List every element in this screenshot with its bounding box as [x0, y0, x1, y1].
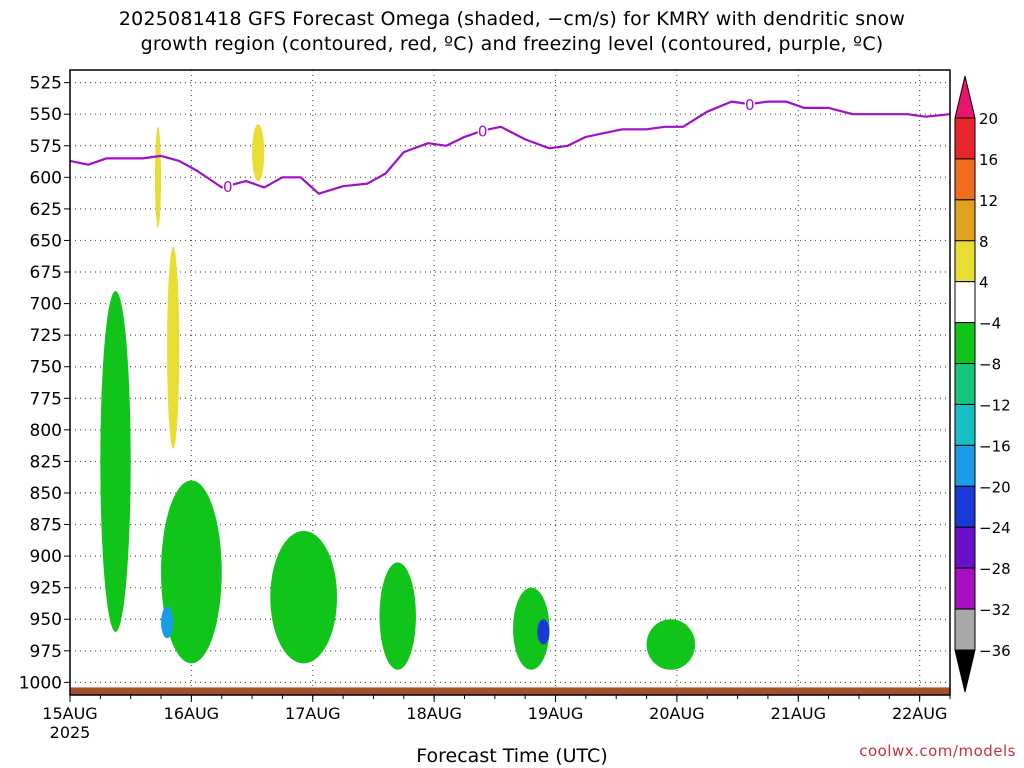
- y-axis: 525 550 575 600 625 650 675 700 725 750 775 800 825 8…: [19, 74, 70, 693]
- y-tick-label: 900: [30, 547, 62, 567]
- y-tick-label: 750: [30, 358, 62, 378]
- colorbar-swatch: [954, 444, 976, 487]
- colorbar-label: −28: [979, 560, 1011, 578]
- colorbar-swatch: [954, 322, 976, 365]
- colorbar-swatch: [954, 199, 976, 242]
- omega-region--20: [537, 619, 550, 645]
- contour-label-bg: [744, 96, 755, 113]
- omega-region--4: [161, 480, 222, 664]
- omega-region--16: [161, 606, 174, 639]
- y-tick-label: 650: [30, 231, 62, 251]
- omega-region-4: [252, 124, 265, 182]
- y-tick-label: 775: [30, 389, 62, 409]
- x-tick-sublabel: 2025: [50, 723, 91, 742]
- omega-region--4: [100, 290, 131, 632]
- omega-region--4: [513, 587, 550, 670]
- contour-label-bg: [477, 122, 488, 139]
- y-tick-label: 625: [30, 200, 62, 220]
- colorbar-swatch: [954, 485, 976, 528]
- colorbar-swatch: [954, 117, 976, 160]
- colorbar-swatch: [954, 567, 976, 610]
- y-tick-label: 525: [30, 74, 62, 94]
- colorbar-swatch: [954, 526, 976, 569]
- chart-title-line-1: 2025081418 GFS Forecast Omega (shaded, −…: [118, 8, 906, 30]
- colorbar-label: −4: [979, 315, 1001, 333]
- y-tick-label: 575: [30, 137, 62, 157]
- y-tick-label: 875: [30, 516, 62, 536]
- x-tick-label: 20AUG: [649, 704, 704, 723]
- colorbar-label: 8: [979, 233, 989, 251]
- colorbar-label: −16: [979, 437, 1011, 455]
- freezing-level-line: [70, 100, 950, 195]
- plot-frame: [69, 69, 951, 696]
- contour-label: 0: [223, 178, 233, 196]
- colorbar-bottom-arrow: [954, 649, 976, 693]
- x-tick-label: 21AUG: [771, 704, 826, 723]
- omega-shading: [100, 124, 696, 670]
- x-tick-label: 19AUG: [528, 704, 583, 723]
- terrain-fill: [70, 687, 950, 695]
- chart-title-line-2: growth region (contoured, red, ºC) and f…: [140, 33, 884, 55]
- y-tick-label: 975: [30, 642, 62, 662]
- colorbar-swatch: [954, 281, 976, 324]
- contour-label-bg: [222, 177, 233, 194]
- y-tick-label: 850: [30, 484, 62, 504]
- colorbar-label: −24: [979, 519, 1011, 537]
- colorbar: 20 16 12 8 4 −4 −8 −12 −16 −20 −24 −28 −32 −36: [954, 75, 1011, 693]
- omega-region--4: [646, 619, 696, 670]
- colorbar-swatch: [954, 608, 976, 651]
- omega-region--4: [270, 530, 338, 664]
- y-tick-label: 950: [30, 610, 62, 630]
- y-tick-label: 925: [30, 579, 62, 599]
- y-tick-label: 725: [30, 326, 62, 346]
- omega-region-4: [154, 126, 162, 228]
- colorbar-label: −32: [979, 601, 1011, 619]
- credit-text[interactable]: coolwx.com/models: [859, 742, 1016, 760]
- colorbar-swatch: [954, 363, 976, 405]
- colorbar-swatch: [954, 240, 976, 283]
- x-tick-label: 15AUG: [42, 704, 97, 723]
- y-tick-label: 825: [30, 452, 62, 472]
- omega-region-4: [167, 246, 180, 449]
- y-tick-label: 675: [30, 263, 62, 283]
- colorbar-swatch: [954, 403, 976, 446]
- colorbar-label: 4: [979, 274, 989, 292]
- y-tick-label: 1000: [19, 673, 62, 693]
- y-tick-label: 800: [30, 421, 62, 441]
- x-tick-label: 18AUG: [406, 704, 461, 723]
- freezing-level-contour: 0 0 0: [70, 96, 950, 196]
- x-tick-label: 17AUG: [285, 704, 340, 723]
- colorbar-label: −8: [979, 356, 1001, 374]
- colorbar-top-arrow: [954, 75, 976, 119]
- omega-region--4: [379, 562, 416, 670]
- contour-label: 0: [478, 123, 488, 141]
- colorbar-label: 20: [979, 110, 998, 128]
- colorbar-label: −12: [979, 396, 1011, 414]
- colorbar-swatch: [954, 158, 976, 201]
- terrain-band: [70, 687, 950, 695]
- y-tick-label: 700: [30, 295, 62, 315]
- colorbar-label: 12: [979, 192, 998, 210]
- x-tick-label: 16AUG: [164, 704, 219, 723]
- x-axis-title: Forecast Time (UTC): [416, 745, 608, 767]
- colorbar-label: −36: [979, 642, 1011, 660]
- x-tick-label: 22AUG: [892, 704, 947, 723]
- colorbar-label: 16: [979, 151, 998, 169]
- contour-label: 0: [745, 96, 755, 114]
- y-tick-label: 550: [30, 105, 62, 125]
- y-tick-label: 600: [30, 168, 62, 188]
- colorbar-label: −20: [979, 478, 1011, 496]
